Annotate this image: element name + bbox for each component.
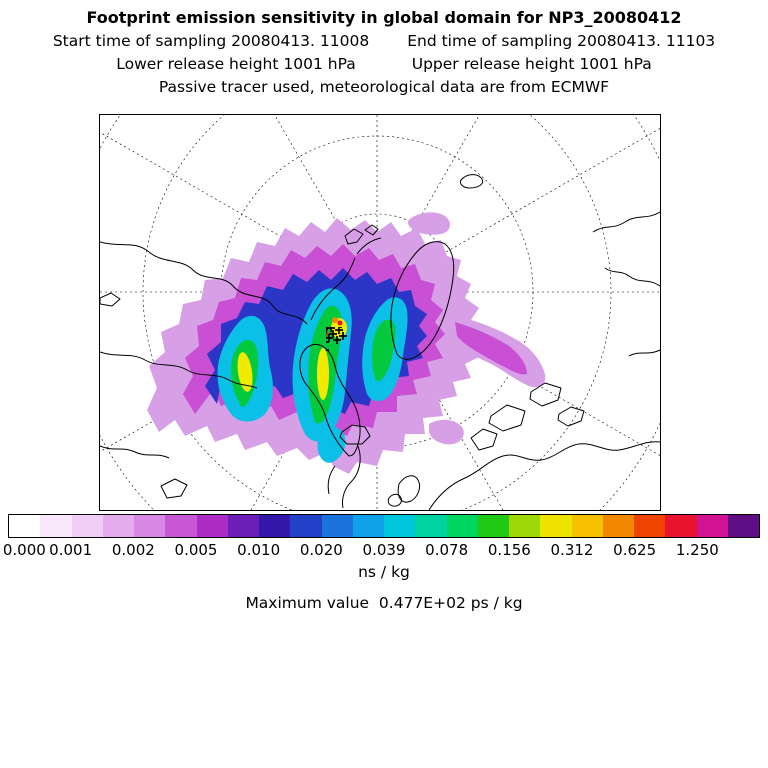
colorbar-segment: [290, 515, 322, 537]
coastlines: [100, 174, 660, 510]
colorbar-segment: [415, 515, 447, 537]
colorbar-segment: [71, 515, 103, 537]
release-heights-line: Lower release height 1001 hPa Upper rele…: [0, 55, 768, 73]
colorbar-segment: [134, 515, 166, 537]
colorbar-tick-label: 0.002: [111, 541, 155, 559]
colorbar-tick-label: 1.250: [675, 541, 719, 559]
upper-release-label: Upper release height 1001 hPa: [411, 55, 652, 73]
sampling-times-line: Start time of sampling 20080413. 11008 E…: [0, 32, 768, 50]
colorbar: [8, 514, 760, 538]
colorbar-segment: [196, 515, 228, 537]
colorbar-tick-label: 0.625: [613, 541, 657, 559]
release-marker-cluster: [326, 327, 347, 351]
plume-yellow-center: [317, 348, 329, 400]
plume-red-spot: [337, 320, 343, 326]
colorbar-segment: [321, 515, 353, 537]
tracer-note: Passive tracer used, meteorological data…: [158, 78, 610, 96]
colorbar-tick-label: 0.078: [425, 541, 469, 559]
colorbar-ticks: 0.000 0.001 0.002 0.005 0.010 0.020 0.039 0.078…: [3, 541, 760, 561]
colorbar-tick-label: 0.005: [174, 541, 218, 559]
plume-layers: [147, 212, 546, 474]
colorbar-tick-label: 0.312: [550, 541, 594, 559]
plume-patch-south: [429, 419, 464, 445]
colorbar-tick-label: 0.000: [2, 541, 46, 559]
colorbar-segment: [727, 515, 759, 537]
colorbar-tick-label: 0.001: [49, 541, 93, 559]
release-marker-black: [326, 327, 347, 351]
colorbar-segment: [540, 515, 572, 537]
colorbar-segment: [165, 515, 197, 537]
plume-magenta-streak: [455, 322, 527, 375]
figure-title: Footprint emission sensitivity in global…: [86, 8, 682, 27]
colorbar-tick-label: 0.010: [237, 541, 281, 559]
colorbar-segment: [602, 515, 634, 537]
sampling-start-label: Start time of sampling 20080413. 11008: [52, 32, 370, 50]
colorbar-segment: [102, 515, 134, 537]
colorbar-segment: [384, 515, 416, 537]
colorbar-segment: [227, 515, 259, 537]
colorbar-tick-label: 0.039: [362, 541, 406, 559]
colorbar-units: ns / kg: [358, 563, 410, 581]
colorbar-segment: [509, 515, 541, 537]
colorbar-segment: [665, 515, 697, 537]
map-svg: [99, 114, 661, 511]
colorbar-segment: [571, 515, 603, 537]
colorbar-segment: [352, 515, 384, 537]
colorbar-segment: [9, 515, 41, 537]
sampling-end-label: End time of sampling 20080413. 11103: [407, 32, 716, 50]
map-panel: [99, 114, 661, 511]
colorbar-segment: [634, 515, 666, 537]
plume-yellow-left: [237, 352, 253, 392]
colorbar-tick-label: 0.020: [299, 541, 343, 559]
plume-orange-spot: [332, 317, 338, 323]
colorbar-segment: [259, 515, 291, 537]
colorbar-segment: [40, 515, 72, 537]
max-value-label: Maximum value 0.477E+02 ps / kg: [245, 594, 523, 612]
colorbar-segment: [696, 515, 728, 537]
plume-green-right: [372, 319, 396, 382]
colorbar-segment: [446, 515, 478, 537]
lower-release-label: Lower release height 1001 hPa: [116, 55, 356, 73]
plume-cyan-south: [317, 427, 346, 463]
colorbar-tick-label: 0.156: [487, 541, 531, 559]
plume-patch-top: [408, 212, 450, 235]
colorbar-segment: [477, 515, 509, 537]
